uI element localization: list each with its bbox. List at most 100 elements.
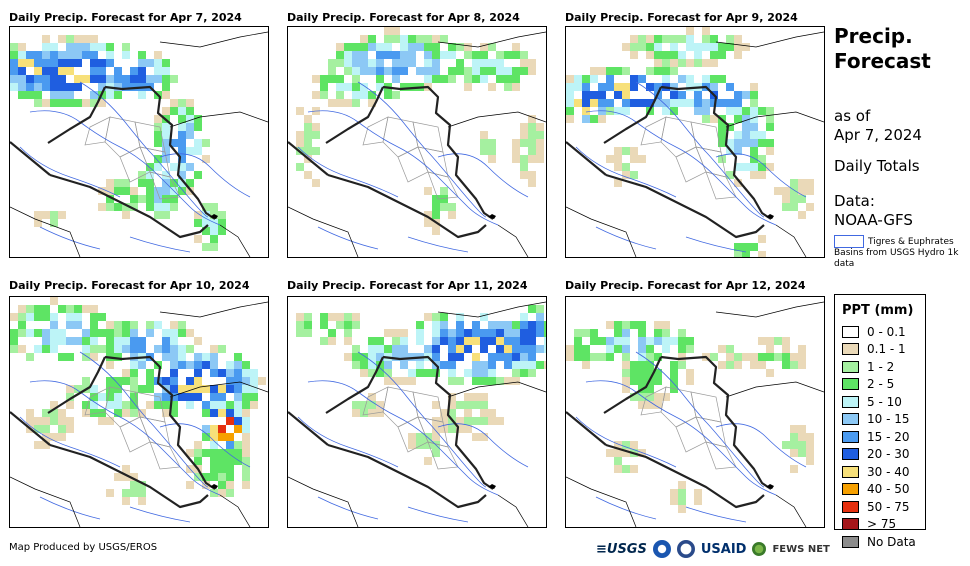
precip-cell — [360, 83, 368, 91]
precip-cell — [566, 345, 574, 353]
precip-cell — [432, 353, 440, 361]
precip-cell — [750, 123, 758, 131]
precip-cell — [622, 107, 630, 115]
precip-cell — [114, 401, 122, 409]
precip-cell — [360, 361, 368, 369]
precip-cell — [654, 35, 662, 43]
precip-cell — [114, 409, 122, 417]
precip-cell — [376, 401, 384, 409]
precip-cell — [662, 321, 670, 329]
precip-cell — [154, 187, 162, 195]
precip-cell — [622, 361, 630, 369]
precip-cell — [566, 353, 574, 361]
precip-cell — [42, 433, 50, 441]
precip-cell — [638, 369, 646, 377]
precip-cell — [106, 345, 114, 353]
country-border — [715, 301, 824, 318]
precip-cell — [194, 171, 202, 179]
precip-cell — [194, 353, 202, 361]
precip-cell — [798, 195, 806, 203]
precip-cell — [488, 43, 496, 51]
precip-cell — [336, 51, 344, 59]
precip-cell — [432, 345, 440, 353]
precip-cell — [798, 433, 806, 441]
precip-cell — [66, 417, 74, 425]
precip-cell — [138, 385, 146, 393]
precip-cell — [670, 99, 678, 107]
precip-cell — [574, 75, 582, 83]
precip-cell — [678, 91, 686, 99]
precip-cell — [34, 425, 42, 433]
precip-cell — [210, 433, 218, 441]
precip-cell — [646, 369, 654, 377]
precip-cell — [50, 337, 58, 345]
basin-line — [575, 146, 677, 198]
precip-cell — [186, 449, 194, 457]
precip-cell — [178, 139, 186, 147]
precip-cell — [408, 353, 416, 361]
precip-cell — [614, 321, 622, 329]
precip-cell — [58, 329, 66, 337]
coast-marker — [210, 484, 218, 489]
precip-cell — [504, 337, 512, 345]
iraq-border — [49, 173, 209, 239]
precip-cell — [170, 353, 178, 361]
legend-swatch — [842, 483, 859, 496]
legend-item: 1 - 2 — [835, 358, 925, 376]
precip-cell — [226, 361, 234, 369]
precip-cell — [432, 433, 440, 441]
precip-cell — [352, 321, 360, 329]
basin-line — [129, 506, 191, 523]
precip-cell — [488, 337, 496, 345]
precip-cell — [440, 203, 448, 211]
precip-cell — [488, 147, 496, 155]
precip-cell — [662, 329, 670, 337]
precip-cell — [130, 473, 138, 481]
precip-cell — [766, 369, 774, 377]
precip-cell — [718, 99, 726, 107]
precip-cell — [146, 385, 154, 393]
precip-cell — [138, 179, 146, 187]
precip-cell — [186, 393, 194, 401]
precip-cell — [210, 369, 218, 377]
precip-cell — [424, 43, 432, 51]
precip-cell — [480, 433, 488, 441]
precip-cell — [614, 441, 622, 449]
precip-cell — [138, 481, 146, 489]
precip-cell — [218, 481, 226, 489]
data-label: Data: — [834, 192, 875, 210]
precip-cell — [758, 235, 766, 243]
precip-cell — [758, 163, 766, 171]
map-apr10 — [9, 296, 269, 528]
district-boundary — [104, 116, 141, 158]
precip-cell — [520, 67, 528, 75]
precip-cell — [734, 131, 742, 139]
precip-cell — [528, 305, 536, 313]
precip-cell — [496, 417, 504, 425]
precip-cell — [130, 75, 138, 83]
precip-cell — [392, 377, 400, 385]
precip-cell — [122, 43, 130, 51]
precip-cell — [582, 91, 590, 99]
precip-cell — [90, 337, 98, 345]
precip-cell — [646, 401, 654, 409]
precip-cell — [146, 329, 154, 337]
precip-cell — [90, 393, 98, 401]
precip-cell — [408, 441, 416, 449]
precip-cell — [82, 377, 90, 385]
as-of-label: as of — [834, 107, 871, 125]
precip-cell — [26, 409, 34, 417]
precip-cell — [360, 67, 368, 75]
precip-cell — [42, 35, 50, 43]
precip-cell — [360, 51, 368, 59]
precip-cell — [304, 321, 312, 329]
precip-cell — [598, 91, 606, 99]
precip-cell — [726, 43, 734, 51]
precip-cell — [448, 211, 456, 219]
precip-cell — [424, 345, 432, 353]
precip-cell — [678, 99, 686, 107]
precip-cell — [400, 51, 408, 59]
precip-cell — [384, 345, 392, 353]
precip-cell — [646, 353, 654, 361]
precip-cell — [710, 43, 718, 51]
